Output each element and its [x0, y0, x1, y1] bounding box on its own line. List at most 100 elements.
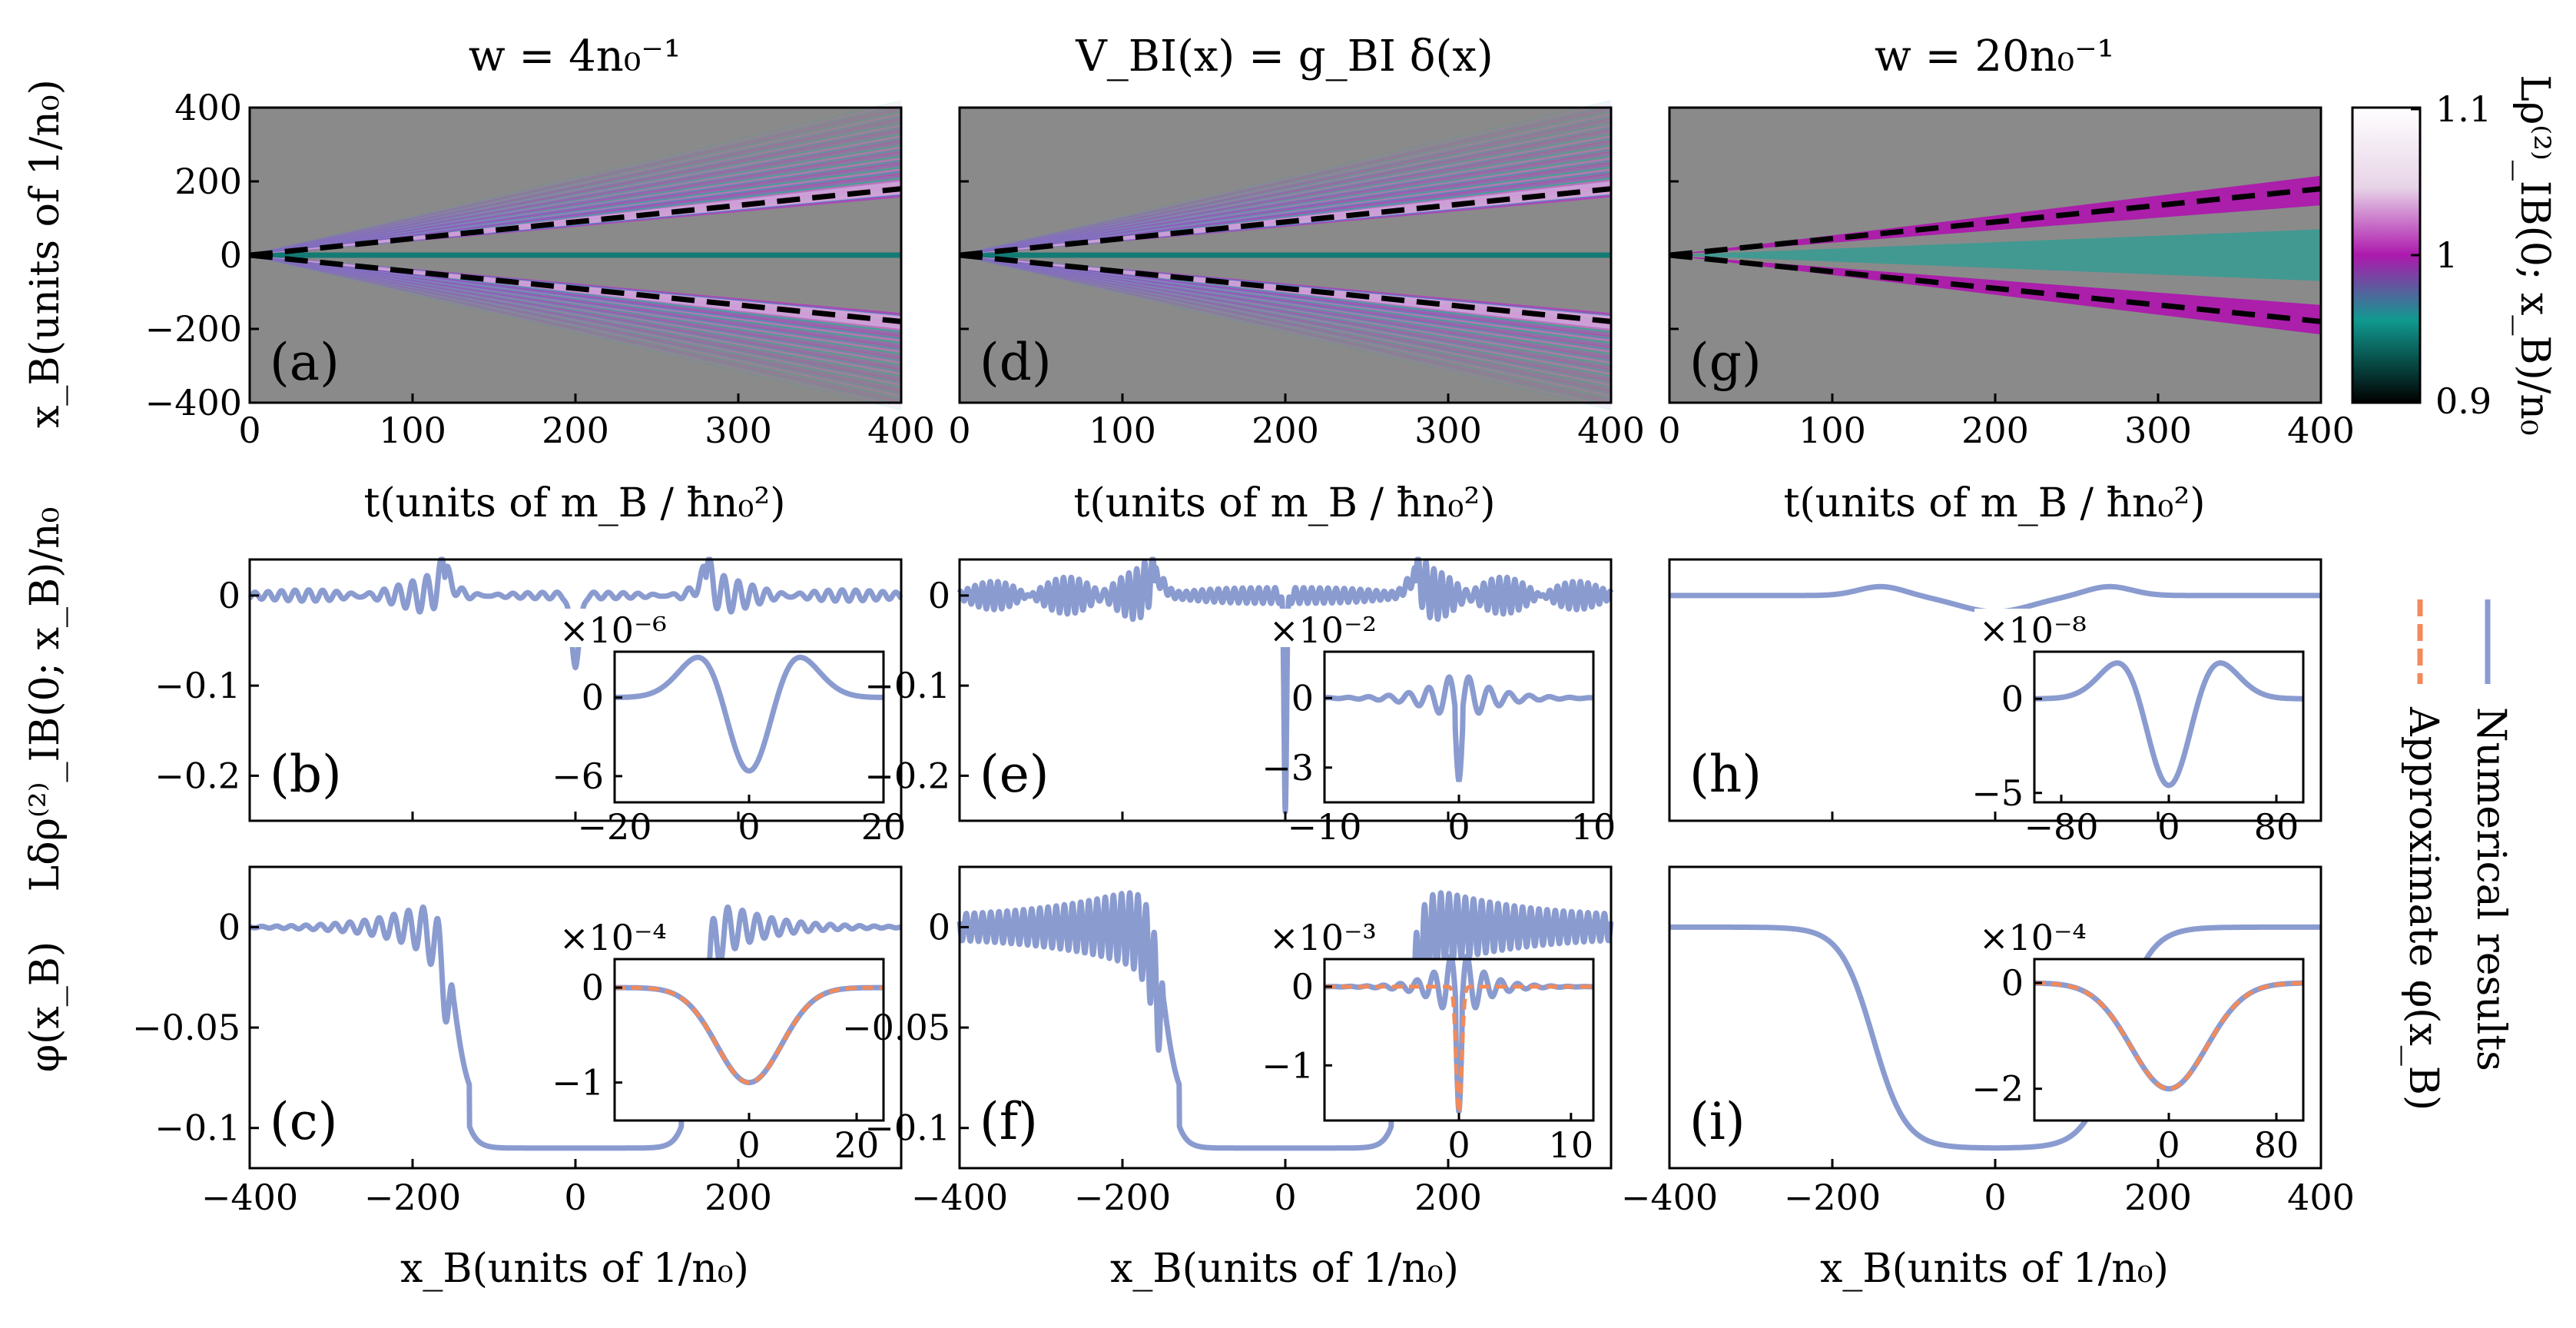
- fringe-line: [959, 128, 1612, 257]
- y-tick-label: −200: [145, 308, 242, 350]
- y-tick-label: −0.1: [154, 1107, 240, 1149]
- numerical-curve: [956, 890, 1614, 1151]
- y-tick-label: −0.05: [132, 1007, 240, 1048]
- x-tick-label: 400: [867, 410, 935, 451]
- inset-y-tick-label: 0: [582, 677, 604, 719]
- fringe-line: [249, 254, 902, 357]
- inset-area: [2034, 959, 2303, 1120]
- fringe-line: [249, 254, 902, 408]
- fringe-line: [249, 100, 902, 257]
- inset-i: 0 80 0 −2 ×10⁻⁴: [1971, 916, 2305, 1166]
- fringe-line: [959, 126, 1612, 257]
- y-tick-label: −0.1: [864, 1107, 950, 1149]
- fringe-line: [959, 113, 1612, 257]
- line-panel-b: 0 −0.1 −0.2 (b) −20 0 20 0 −6 ×10⁻⁶: [154, 556, 907, 848]
- fringe-line: [249, 102, 902, 257]
- legend-numerical-label: Numerical results: [2468, 707, 2514, 1071]
- x-tick-label: 300: [705, 410, 772, 451]
- x-tick-label: −200: [364, 1177, 461, 1218]
- x-tick-label: 200: [1961, 410, 2029, 451]
- inset-scale-bg: [1974, 916, 2120, 954]
- fringe-line: [959, 254, 1612, 388]
- fringe-line: [249, 254, 902, 377]
- fringe-line: [959, 254, 1612, 397]
- y-tick-label: −400: [145, 382, 242, 423]
- x-tick-label: 0: [1984, 1177, 2006, 1218]
- fringe-line: [249, 254, 902, 402]
- fringe-line: [249, 254, 902, 380]
- dashed-front-line: [249, 186, 902, 258]
- fringe-line: [249, 141, 902, 257]
- fringe-line: [249, 115, 902, 257]
- fringe-line: [959, 254, 1612, 364]
- xlabel-t-a: t(units of m_B / ħn₀²): [363, 480, 785, 526]
- y-tick-label: 0: [928, 575, 950, 616]
- fringe-line: [249, 140, 902, 257]
- fringe-line: [959, 108, 1612, 257]
- title-d: V_BI(x) = g_BI δ(x): [1075, 32, 1493, 81]
- inset-y-tick-label: 0: [582, 967, 604, 1008]
- fringe-line: [249, 118, 902, 257]
- numerical-curve: [1666, 924, 2324, 1151]
- fringe-line: [959, 106, 1612, 257]
- fringe-line: [249, 151, 902, 257]
- x-tick-label: −400: [1621, 1177, 1718, 1218]
- legend-approx-label: Approximate φ(x_B): [2400, 706, 2446, 1111]
- fringe-line: [959, 254, 1612, 369]
- numerical-curve: [247, 556, 904, 671]
- inset-approximate-curve: [615, 985, 884, 1085]
- xlabel-xB-c: x_B(units of 1/n₀): [400, 1246, 749, 1292]
- inset-scale-label: ×10⁻⁶: [559, 609, 667, 651]
- x-tick-label: 0: [1658, 410, 1680, 451]
- inset-x-tick-label: 20: [861, 806, 907, 848]
- line-panel-e: 0 −0.1 −0.2 (e) −10 0 10 0 −3 ×10⁻²: [864, 556, 1616, 848]
- inset-x-tick-label: 0: [1447, 1124, 1470, 1166]
- x-tick-label: −200: [1784, 1177, 1881, 1218]
- front-band: [1669, 255, 2321, 335]
- y-tick-label: −0.05: [842, 1007, 950, 1048]
- inset-x-tick-label: 0: [2157, 806, 2180, 848]
- fringe-line: [959, 138, 1612, 257]
- fringe-line: [249, 133, 902, 257]
- fringe-line: [249, 254, 902, 367]
- inset-y-tick-label: −5: [1971, 772, 2024, 814]
- inset-x-tick-label: 0: [2157, 1124, 2180, 1166]
- inset-scale-bg: [555, 916, 701, 954]
- fringe-line: [959, 124, 1612, 257]
- x-tick-label: 100: [1799, 410, 1866, 451]
- fringe-line: [249, 122, 902, 257]
- fringe-line: [249, 148, 902, 257]
- fringe-line: [249, 146, 902, 257]
- y-tick-label: 0: [218, 575, 240, 616]
- fringe-line: [959, 102, 1612, 257]
- y-tick-label: −0.1: [154, 665, 240, 706]
- fringe-line: [249, 254, 902, 400]
- fringe-line: [249, 254, 902, 382]
- inset-h: −80 0 80 0 −5 ×10⁻⁸: [1971, 609, 2305, 848]
- panel-label: (g): [1689, 333, 1762, 392]
- fringe-line: [249, 105, 902, 257]
- inset-approximate-curve: [2034, 981, 2303, 1091]
- dashed-front-line: [1669, 186, 2322, 258]
- dashed-front-line: [1669, 252, 2322, 324]
- x-tick-label: 0: [238, 410, 260, 451]
- fringe-line: [249, 254, 902, 410]
- fringe-line: [959, 140, 1612, 257]
- heatmap-panel-g: 0 100 200 300 400 (g): [1658, 106, 2355, 451]
- fringe-line: [249, 124, 902, 257]
- colorbar-tick-bottom: 0.9: [2435, 380, 2491, 422]
- fringe-line: [249, 254, 902, 406]
- dashed-front-line: [959, 186, 1612, 258]
- xlabel-t-d: t(units of m_B / ħn₀²): [1073, 480, 1495, 526]
- inset-scale-bg: [1974, 609, 2120, 647]
- inset-numerical-curve: [1324, 674, 1594, 782]
- fringe-line: [959, 153, 1612, 257]
- ylabel-xB: x_B(units of 1/n₀): [22, 79, 68, 428]
- fringe-line: [959, 254, 1612, 395]
- fringe-line: [249, 254, 902, 364]
- fringe-line: [959, 254, 1612, 384]
- fringe-line: [959, 144, 1612, 257]
- inset-scale-label: ×10⁻⁴: [1979, 917, 2087, 958]
- inset-c: 0 20 0 −1 ×10⁻⁴: [552, 916, 885, 1166]
